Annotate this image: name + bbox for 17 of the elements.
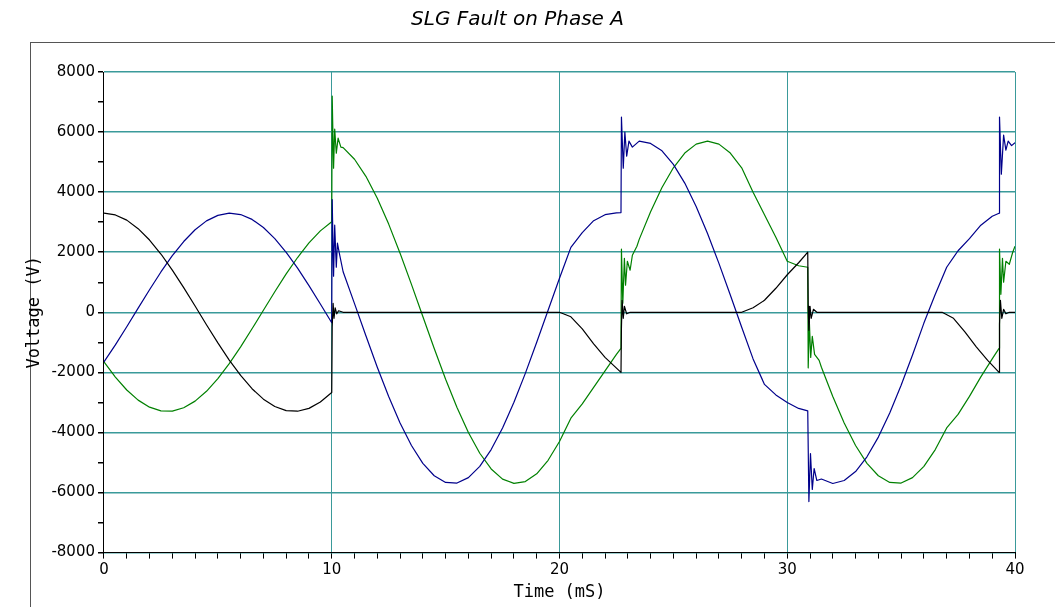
x-tick-label: 10 [322,560,342,579]
y-tick-label: -2000 [51,362,95,381]
y-tick-label: 8000 [56,61,95,80]
y-tick-label: -6000 [51,482,95,501]
y-axis-title: Voltage (V) [22,256,43,369]
x-tick-label: 30 [777,560,797,579]
y-tick-label: 2000 [56,242,95,261]
y-tick-label: 4000 [56,182,95,201]
y-tick-label: -4000 [51,422,95,441]
x-axis-title: Time (mS) [513,581,606,602]
y-tick-label: -8000 [51,542,95,561]
x-tick-label: 20 [549,560,570,579]
y-tick-label: 0 [85,302,95,321]
x-tick-label: 40 [1005,560,1025,579]
y-tick-label: 6000 [56,121,95,140]
x-tick-label: 0 [99,560,109,579]
chart-title: SLG Fault on Phase A [411,6,624,31]
